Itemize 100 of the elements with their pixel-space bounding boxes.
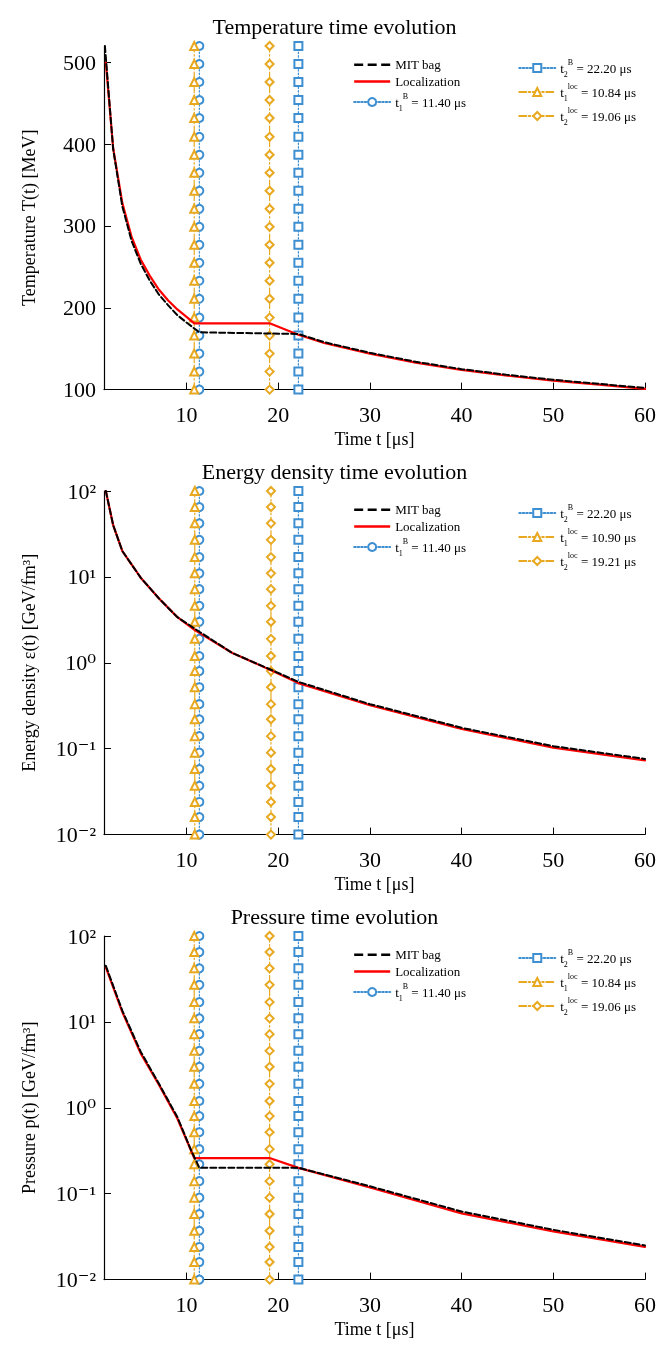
- x-tick-label: 20: [267, 401, 290, 427]
- point: [265, 714, 276, 725]
- point: [293, 1192, 304, 1203]
- x-tick-label: 20: [267, 1291, 290, 1317]
- y-axis-title: Temperature T(t) [MeV]: [18, 129, 40, 306]
- point: [293, 185, 304, 196]
- point: [265, 502, 276, 513]
- point: [293, 780, 304, 791]
- chart-title: Pressure time evolution: [230, 903, 439, 929]
- point: [265, 584, 276, 595]
- point: [265, 633, 276, 644]
- point: [293, 203, 304, 214]
- point: [264, 963, 275, 974]
- point: [264, 94, 275, 105]
- point: [293, 384, 304, 395]
- point: [189, 534, 200, 545]
- point: [293, 829, 304, 840]
- point: [265, 534, 276, 545]
- point: [293, 502, 304, 513]
- y-tick-label: 10⁰: [65, 1095, 97, 1121]
- point: [293, 312, 304, 323]
- x-tick-label: 60: [634, 846, 656, 872]
- point: [264, 979, 275, 990]
- x-tick-label: 60: [634, 401, 656, 427]
- point: [189, 1061, 200, 1072]
- point: [293, 239, 304, 250]
- point: [293, 812, 304, 823]
- x-axis-title: Time t [μs]: [334, 874, 415, 894]
- point: [189, 1045, 200, 1056]
- point: [293, 633, 304, 644]
- point: [265, 616, 276, 627]
- point: [189, 829, 200, 840]
- point: [293, 534, 304, 545]
- point: [189, 293, 200, 304]
- point: [293, 997, 304, 1008]
- point: [264, 997, 275, 1008]
- point: [293, 149, 304, 160]
- legend-label: Localization: [395, 74, 461, 89]
- chart-title: Energy density time evolution: [201, 458, 468, 484]
- x-tick-label: 40: [450, 846, 473, 872]
- point: [293, 1127, 304, 1138]
- point: [293, 651, 304, 661]
- point: [293, 979, 304, 990]
- point: [189, 714, 200, 725]
- y-tick-label: 10¹: [67, 564, 96, 590]
- point: [189, 149, 200, 160]
- point: [264, 1096, 275, 1106]
- point: [293, 600, 304, 611]
- point: [293, 275, 304, 286]
- point: [293, 1209, 304, 1220]
- point: [189, 699, 200, 710]
- point: [189, 616, 200, 627]
- legend-label: Localization: [395, 964, 461, 979]
- point: [264, 1274, 275, 1285]
- point: [189, 666, 200, 677]
- point: [293, 518, 304, 529]
- point: [189, 979, 200, 990]
- point: [293, 257, 304, 268]
- point: [293, 131, 304, 142]
- y-tick-label: 10¹: [67, 1009, 96, 1035]
- point: [264, 1127, 275, 1138]
- point: [264, 293, 275, 304]
- point: [264, 1209, 275, 1220]
- point: [265, 600, 276, 611]
- point: [189, 584, 200, 595]
- point: [264, 931, 275, 941]
- y-tick-label: 10²: [67, 923, 97, 949]
- point: [264, 59, 275, 69]
- point: [189, 1176, 200, 1187]
- point: [189, 997, 200, 1008]
- point: [293, 59, 304, 69]
- x-axis-title: Time t [μs]: [334, 1319, 415, 1339]
- point: [293, 714, 304, 725]
- point: [293, 584, 304, 595]
- point: [189, 963, 200, 974]
- legend-label: MIT bag: [395, 57, 442, 72]
- point: [189, 203, 200, 214]
- x-tick-label: 50: [542, 846, 565, 872]
- point: [264, 77, 275, 87]
- point: [189, 518, 200, 529]
- point: [264, 1176, 275, 1187]
- point: [189, 1111, 200, 1122]
- point: [189, 1029, 200, 1040]
- y-tick-label: 10⁰: [65, 650, 97, 676]
- point: [293, 552, 304, 563]
- point: [189, 257, 200, 268]
- point: [293, 666, 304, 677]
- y-tick-label: 300: [63, 213, 96, 239]
- point: [189, 239, 200, 250]
- point: [264, 1225, 275, 1236]
- point: [265, 682, 276, 693]
- point: [264, 239, 275, 250]
- point: [189, 185, 200, 196]
- x-tick-label: 30: [358, 1291, 381, 1317]
- point: [293, 1061, 304, 1072]
- x-tick-label: 10: [175, 401, 198, 427]
- point: [293, 568, 304, 579]
- point: [293, 1045, 304, 1056]
- point: [265, 796, 276, 807]
- point: [265, 812, 276, 823]
